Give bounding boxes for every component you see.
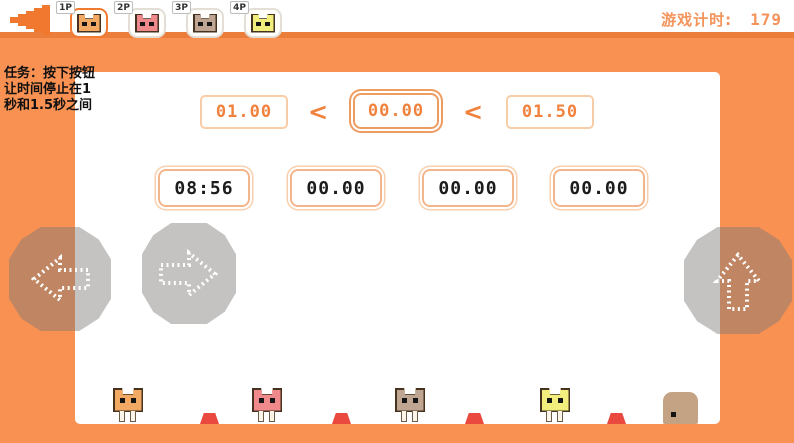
cat-face-icon <box>251 13 275 33</box>
jump-button[interactable] <box>684 227 792 334</box>
tab-label-4p: 4P <box>230 1 249 14</box>
back-button[interactable] <box>8 3 52 37</box>
up-arrow-icon <box>712 251 764 311</box>
player-tab-2p[interactable]: 2P <box>114 1 170 41</box>
tab-card-3p <box>186 8 224 38</box>
player-tab-1p[interactable]: 1P <box>56 1 112 41</box>
player-tab-3p[interactable]: 3P <box>172 1 228 41</box>
tab-label-1p: 1P <box>56 1 75 14</box>
tab-label-2p: 2P <box>114 1 133 14</box>
player4-time-box: 00.00 <box>553 169 645 207</box>
floor-button <box>332 413 351 424</box>
player1-time-box: 08:56 <box>158 169 250 207</box>
player-tab-4p[interactable]: 4P <box>230 1 286 41</box>
left-arrow-icon <box>30 253 90 305</box>
move-right-button[interactable] <box>142 223 236 324</box>
target-max-box: 01.50 <box>506 95 594 129</box>
target-min-box: 01.00 <box>200 95 288 129</box>
task-description: 任务：按下按钮 让时间停止在1 秒和1.5秒之间 <box>4 66 95 114</box>
right-arrow-icon <box>159 248 219 299</box>
move-left-button[interactable] <box>9 227 111 331</box>
less-than-sign: < <box>462 98 484 126</box>
header-bar: 1P 2P 3P <box>0 0 794 38</box>
stage-cat-1p <box>113 388 143 422</box>
tab-card-1p <box>70 8 108 38</box>
floor-button <box>607 413 626 424</box>
player3-time-box: 00.00 <box>422 169 514 207</box>
floor-button <box>465 413 484 424</box>
cat-face-icon <box>135 13 159 33</box>
floor-button <box>200 413 219 424</box>
npc-eye <box>671 412 676 417</box>
tab-label-3p: 3P <box>172 1 191 14</box>
game-timer-value: 179 <box>750 10 782 29</box>
back-arrow-icon <box>10 5 50 35</box>
current-time-box: 00.00 <box>353 93 439 129</box>
task-line-1: 任务：按下按钮 <box>4 66 96 81</box>
task-line-3: 秒和1.5秒之间 <box>4 98 93 113</box>
play-area-panel <box>75 72 720 424</box>
stage-cat-4p <box>540 388 570 422</box>
npc-box-character <box>663 392 698 424</box>
stage-cat-3p <box>395 388 425 422</box>
game-timer-label: 游戏计时: <box>661 11 733 29</box>
player2-time-box: 00.00 <box>290 169 382 207</box>
task-line-2: 让时间停止在1 <box>4 82 92 97</box>
cat-face-icon <box>77 13 101 33</box>
tab-card-4p <box>244 8 282 38</box>
cat-face-icon <box>193 13 217 33</box>
tab-card-2p <box>128 8 166 38</box>
game-timer: 游戏计时: 179 <box>661 9 782 30</box>
less-than-sign: < <box>307 98 329 126</box>
stage-cat-2p <box>252 388 282 422</box>
